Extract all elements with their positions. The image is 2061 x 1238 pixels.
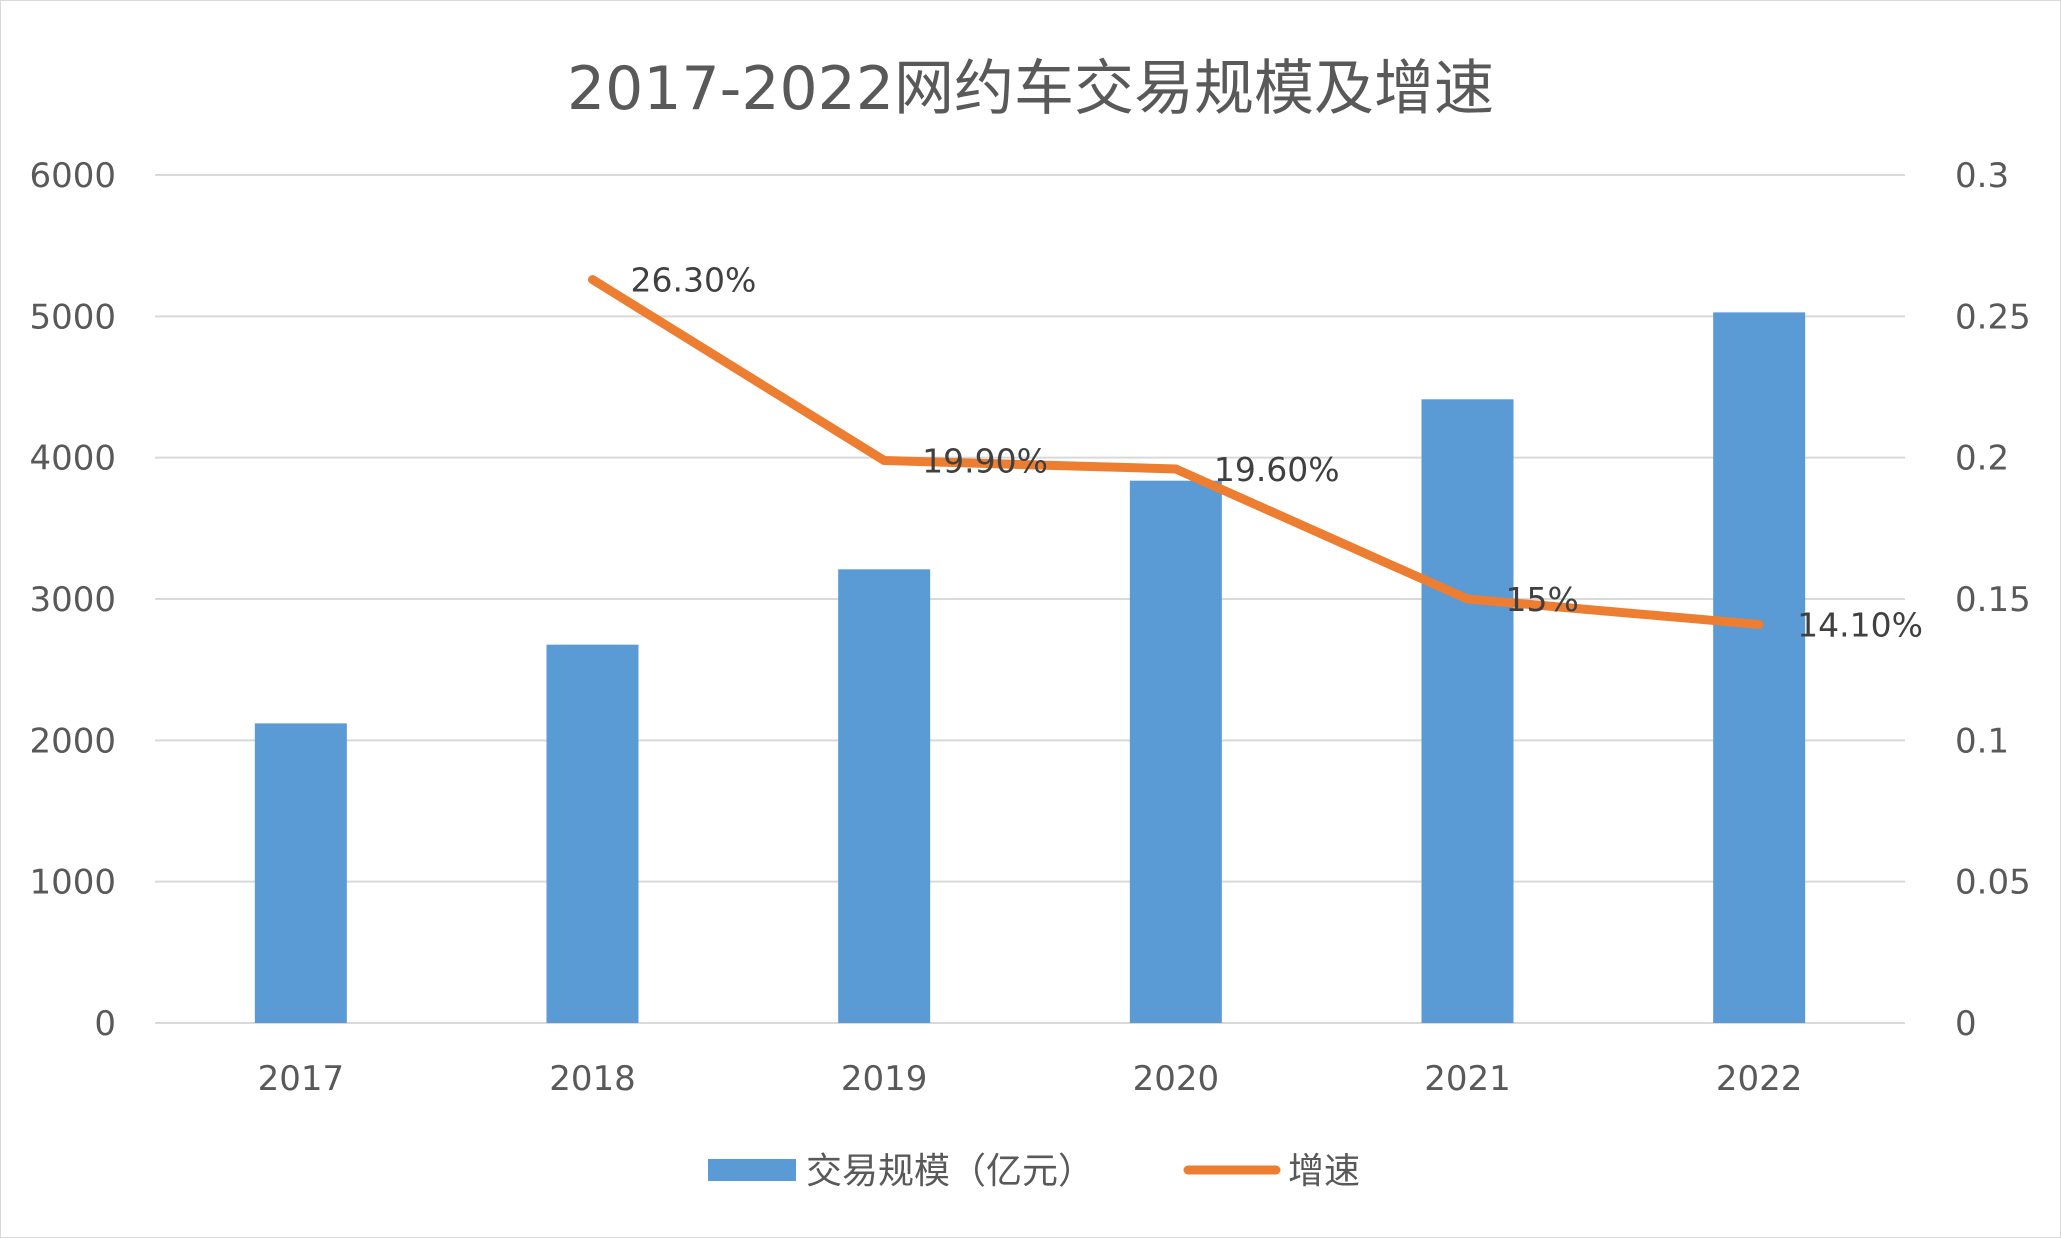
line-data-label: 19.90% xyxy=(922,441,1048,480)
legend-bar-label: 交易规模（亿元） xyxy=(806,1151,1094,1192)
chart-title: 2017-2022网约车交易规模及增速 xyxy=(566,54,1495,124)
bar xyxy=(1129,480,1222,1024)
y-left-tick-label: 5000 xyxy=(29,297,116,337)
data-labels: 26.30% 19.90% 19.60% 15% 14.10% xyxy=(631,261,1924,645)
x-tick-label: 2021 xyxy=(1424,1059,1511,1099)
bar xyxy=(838,569,931,1023)
x-tick-label: 2022 xyxy=(1716,1059,1803,1099)
y-left-tick-label: 1000 xyxy=(29,863,116,903)
legend-line-label: 增速 xyxy=(1288,1151,1360,1192)
y-left-tick-label: 4000 xyxy=(29,439,116,479)
y-right-tick-label: 0.2 xyxy=(1955,439,2009,479)
y-right-tick-label: 0.3 xyxy=(1955,156,2009,196)
y-right-tick-label: 0.05 xyxy=(1955,863,2031,903)
line-data-label: 26.30% xyxy=(631,261,757,300)
axes: 0 0 1000 0.05 2000 0.1 3000 0.15 4000 0.2 5000 0.25… xyxy=(29,156,2030,1099)
gridlines xyxy=(155,174,1905,1024)
bar-series xyxy=(254,312,1806,1024)
y-left-tick-label: 6000 xyxy=(29,156,116,196)
y-left-tick-label: 0 xyxy=(94,1004,116,1044)
legend-bar-swatch xyxy=(708,1159,796,1181)
y-right-tick-label: 0.1 xyxy=(1955,721,2009,761)
y-left-tick-label: 3000 xyxy=(29,580,116,620)
line-data-label: 14.10% xyxy=(1797,605,1923,644)
growth-line xyxy=(588,275,1764,629)
line-data-label: 19.60% xyxy=(1214,450,1340,489)
y-right-tick-label: 0 xyxy=(1955,1004,1977,1044)
x-tick-label: 2020 xyxy=(1133,1059,1220,1099)
line-series xyxy=(588,275,1764,629)
legend: 交易规模（亿元） 增速 xyxy=(708,1151,1360,1192)
bar xyxy=(1713,312,1806,1024)
y-right-tick-label: 0.25 xyxy=(1955,297,2031,337)
y-left-tick-label: 2000 xyxy=(29,721,116,761)
y-right-tick-label: 0.15 xyxy=(1955,580,2031,620)
bar xyxy=(1421,399,1514,1023)
x-tick-label: 2018 xyxy=(549,1059,636,1099)
bar xyxy=(546,644,639,1023)
x-tick-label: 2017 xyxy=(258,1059,345,1099)
bar xyxy=(254,723,347,1023)
x-tick-label: 2019 xyxy=(841,1059,928,1099)
line-data-label: 15% xyxy=(1506,580,1579,619)
